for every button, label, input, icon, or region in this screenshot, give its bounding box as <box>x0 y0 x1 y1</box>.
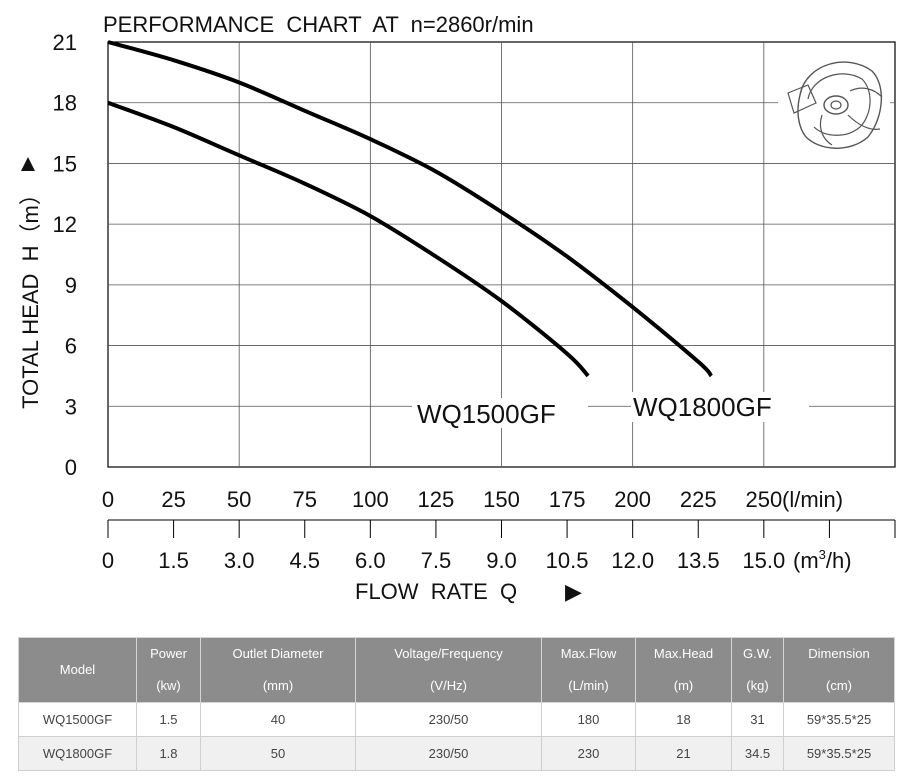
label-bg-wq1500gf <box>412 398 588 428</box>
chart-title: PERFORMANCE CHART AT n=2860r/min <box>103 12 534 37</box>
table-header-text: (kg) <box>746 678 769 693</box>
table-row: WQ1800GF 1.8 50 230/50 230 21 34.5 59*35.5*25 <box>18 736 895 771</box>
x-m3h-unit-tail: /h) <box>826 548 852 573</box>
x-m3h-tick-label: 6.0 <box>355 548 386 573</box>
x-m3h-tick-label: 4.5 <box>289 548 320 573</box>
table-header-cell: Power (kw) <box>136 637 201 703</box>
x-lpm-tick-label: 0 <box>102 487 114 512</box>
y-axis-label: TOTAL HEAD H（m） <box>18 183 43 409</box>
x-lpm-tick-label: 250 <box>745 487 782 512</box>
x-m3h-tick-label: 7.5 <box>421 548 452 573</box>
x-axis-label: FLOW RATE Q <box>355 579 517 604</box>
table-header-cell: Model <box>18 637 137 703</box>
x-lpm-unit: (l/min) <box>782 487 843 512</box>
x-lpm-tick-label: 25 <box>161 487 185 512</box>
table-cell: WQ1800GF <box>18 736 137 771</box>
x-lpm-tick-label: 225 <box>680 487 717 512</box>
x-lpm-tick-label: 200 <box>614 487 651 512</box>
y-tick-label: 0 <box>65 455 77 480</box>
table-header-text: (L/min) <box>568 678 609 693</box>
table-cell: 230/50 <box>355 736 542 771</box>
table-header-text: Model <box>59 662 96 677</box>
table-cell: 180 <box>541 702 636 737</box>
y-tick-label: 12 <box>53 212 77 237</box>
spec-table: Model Power (kw) Outlet Diameter (mm) Voltage… <box>18 637 895 771</box>
x-m3h-tick-label: 1.5 <box>158 548 189 573</box>
table-row: WQ1500GF 1.5 40 230/50 180 18 31 59*35.5*25 <box>18 702 895 737</box>
x-lpm-tick-label: 175 <box>549 487 586 512</box>
x-lpm-tick-label: 50 <box>227 487 251 512</box>
x-m3h-tick-label: 15.0 <box>742 548 785 573</box>
y-tick-label: 3 <box>65 394 77 419</box>
y-axis-title: TOTAL HEAD H（m） <box>18 183 43 409</box>
impeller-icon <box>778 45 890 157</box>
x-m3h-unit-base: (m <box>793 548 819 573</box>
table-cell: 50 <box>200 736 356 771</box>
table-header-text: (kw) <box>156 678 181 693</box>
x-m3h-unit-sup: 3 <box>819 547 826 562</box>
curve-label-wq1800gf: WQ1800GF <box>633 392 772 422</box>
table-cell: 230/50 <box>355 702 542 737</box>
table-header-text: Outlet Diameter <box>232 646 324 661</box>
table-header-cell: Outlet Diameter (mm) <box>200 637 356 703</box>
table-cell: 59*35.5*25 <box>783 736 895 771</box>
table-header-cell: Dimension (cm) <box>783 637 895 703</box>
x-lpm-tick-labels: 0 25 50 75 100 125 150 175 200 225 250 <box>102 487 782 512</box>
y-tick-label: 18 <box>53 91 77 116</box>
table-cell: 21 <box>635 736 732 771</box>
table-header-cell: Max.Head (m) <box>635 637 732 703</box>
table-header-row: Model Power (kw) Outlet Diameter (mm) Voltage… <box>18 637 895 703</box>
table-cell: 34.5 <box>731 736 784 771</box>
curve-label-wq1500gf: WQ1500GF <box>417 399 556 429</box>
y-tick-label: 6 <box>65 334 77 359</box>
table-cell: 31 <box>731 702 784 737</box>
x-axis-arrow: ▶ <box>565 579 582 604</box>
x-lpm-tick-label: 75 <box>293 487 317 512</box>
table-header-text: (m) <box>673 678 694 693</box>
curve-wq1800gf <box>107 40 713 378</box>
x-m3h-unit: (m3/h) <box>793 547 852 573</box>
y-tick-labels: 0 3 6 9 12 15 18 21 <box>53 30 77 480</box>
x-lpm-tick-label: 150 <box>483 487 520 512</box>
table-header-cell: G.W. (kg) <box>731 637 784 703</box>
table-header-text: Max.Flow <box>560 646 617 661</box>
x-m3h-tick-label: 10.5 <box>546 548 589 573</box>
x-m3h-tick-labels: 0 1.5 3.0 4.5 6.0 7.5 9.0 10.5 12.0 13.5 15.0 <box>102 548 785 573</box>
table-header-text: (cm) <box>826 678 852 693</box>
table-header-text: G.W. <box>743 646 772 661</box>
table-cell: 230 <box>541 736 636 771</box>
table-header-cell: Max.Flow (L/min) <box>541 637 636 703</box>
table-header-text: (mm) <box>262 678 294 693</box>
table-header-cell: Voltage/Frequency (V/Hz) <box>355 637 542 703</box>
x-lpm-tick-label: 100 <box>352 487 389 512</box>
x-scale-ticks <box>107 520 896 538</box>
performance-chart: PERFORMANCE CHART AT n=2860r/min 0 3 6 9 12 1… <box>16 12 896 604</box>
y-axis-arrow: ▲ <box>16 150 40 177</box>
x-m3h-tick-label: 12.0 <box>611 548 654 573</box>
curves <box>107 40 713 378</box>
table-cell: 40 <box>200 702 356 737</box>
table-body: WQ1500GF 1.5 40 230/50 180 18 31 59*35.5*25 WQ18… <box>18 702 895 771</box>
x-m3h-tick-label: 3.0 <box>224 548 255 573</box>
table-header-text: Max.Head <box>653 646 714 661</box>
x-lpm-tick-label: 125 <box>418 487 455 512</box>
x-m3h-tick-label: 0 <box>102 548 114 573</box>
curve-wq1500gf <box>107 100 590 378</box>
table-cell: 1.8 <box>136 736 201 771</box>
y-tick-label: 21 <box>53 30 77 55</box>
table-header-text: Dimension <box>808 646 870 661</box>
table-cell: 18 <box>635 702 732 737</box>
table-cell: WQ1500GF <box>18 702 137 737</box>
table-header-text: (V/Hz) <box>430 678 467 693</box>
table-header-text: Power <box>150 646 187 661</box>
x-m3h-tick-label: 13.5 <box>677 548 720 573</box>
label-bg-wq1800gf <box>631 392 809 422</box>
table-cell: 1.5 <box>136 702 201 737</box>
y-tick-label: 9 <box>65 273 77 298</box>
y-tick-label: 15 <box>53 151 77 176</box>
table-cell: 59*35.5*25 <box>783 702 895 737</box>
x-m3h-tick-label: 9.0 <box>486 548 517 573</box>
table-header-text: Voltage/Frequency <box>394 646 503 661</box>
